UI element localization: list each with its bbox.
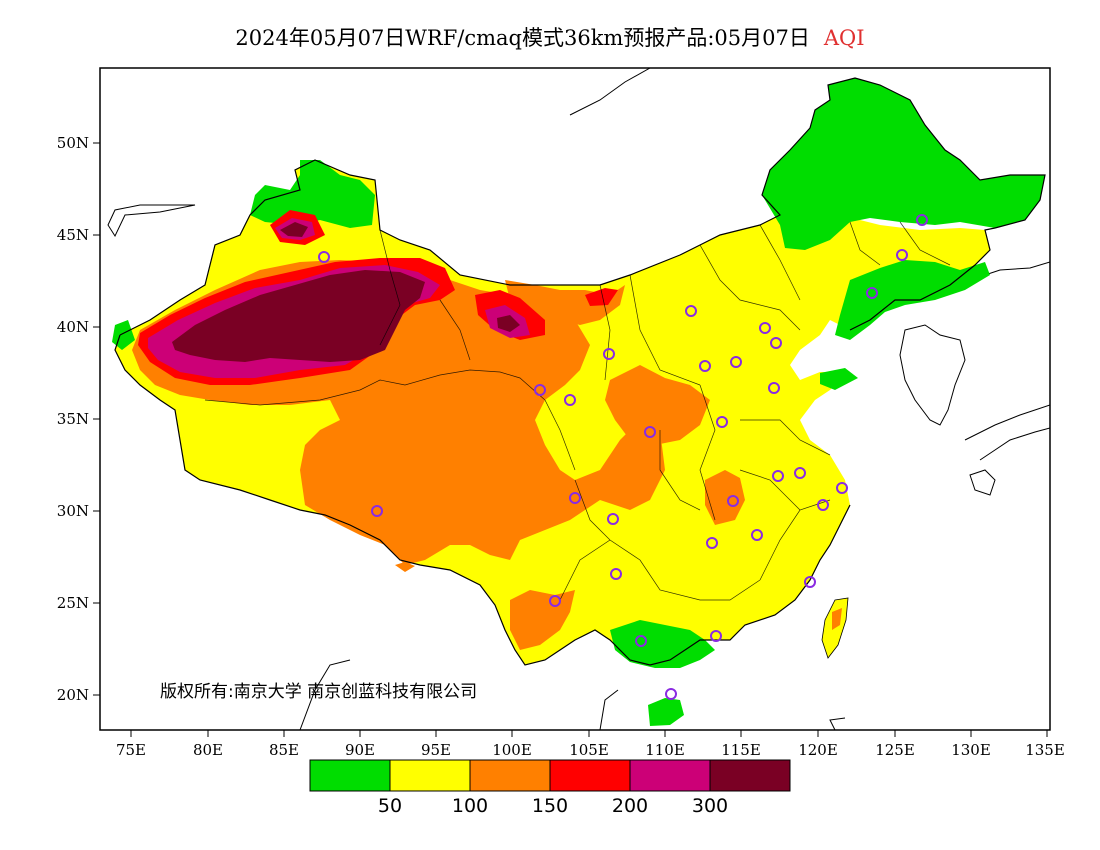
- y-tick-label: 45N: [57, 226, 89, 244]
- station-marker: [768, 382, 780, 394]
- usg-area-tibet-south: [395, 562, 415, 572]
- hazardous-area-junggar: [280, 222, 308, 237]
- colorbar-swatch-good: [309, 759, 391, 792]
- x-tick-label: 80E: [193, 741, 223, 759]
- colorbar-label: 150: [532, 795, 568, 817]
- russia-coast-outline: [107, 68, 651, 238]
- colorbar-swatch-very-unhealthy: [629, 759, 711, 792]
- station-marker: [607, 513, 619, 525]
- usg-area-hexi: [505, 280, 625, 325]
- y-tick-label: 40N: [57, 318, 89, 336]
- station-marker: [569, 492, 581, 504]
- y-tick-label: 50N: [57, 134, 89, 152]
- x-tick-label: 85E: [269, 741, 299, 759]
- station-marker: [772, 470, 784, 482]
- station-marker: [318, 251, 330, 263]
- station-marker: [866, 287, 878, 299]
- map-content: [107, 68, 1050, 730]
- good-area-south-coast: [610, 620, 715, 668]
- station-marker: [644, 426, 656, 438]
- axis-ticks: [93, 142, 1048, 737]
- usg-area-hubei: [705, 470, 745, 525]
- station-marker: [635, 635, 647, 647]
- colorbar-label: 300: [692, 795, 728, 817]
- x-tick-label: 125E: [875, 741, 915, 759]
- station-marker: [534, 384, 546, 396]
- station-marker: [804, 576, 816, 588]
- y-axis-labels: 50N 45N 40N 35N 30N 25N 20N: [57, 134, 89, 704]
- station-marker: [896, 249, 908, 261]
- colorbar-label: 50: [378, 795, 402, 817]
- station-marker: [665, 688, 677, 700]
- y-tick-label: 30N: [57, 502, 89, 520]
- station-marker: [770, 337, 782, 349]
- map-title: 2024年05月07日WRF/cmaq模式36km预报产品:05月07日 AQI: [0, 22, 1100, 52]
- colorbar-label: 100: [452, 795, 488, 817]
- station-marker: [730, 356, 742, 368]
- x-tick-label: 135E: [1025, 741, 1065, 759]
- colorbar-label: 200: [612, 795, 648, 817]
- station-marker: [727, 495, 739, 507]
- station-marker: [916, 214, 928, 226]
- x-axis-labels: 75E 80E 85E 90E 95E 100E 105E 110E 115E …: [116, 741, 1065, 759]
- station-marker: [716, 416, 728, 428]
- x-tick-label: 75E: [116, 741, 146, 759]
- station-marker: [759, 322, 771, 334]
- usg-area-taiwan: [832, 608, 842, 630]
- station-marker: [610, 568, 622, 580]
- y-tick-label: 25N: [57, 594, 89, 612]
- good-area-hainan: [648, 698, 684, 726]
- title-variable: AQI: [823, 26, 865, 50]
- x-tick-label: 100E: [492, 741, 532, 759]
- good-area-shandong: [820, 368, 858, 390]
- station-marker: [371, 505, 383, 517]
- station-marker: [794, 467, 806, 479]
- province-boundaries: [204, 221, 951, 601]
- x-tick-label: 115E: [721, 741, 761, 759]
- station-marker: [751, 529, 763, 541]
- unhealthy-area-yinshan: [585, 288, 618, 306]
- station-marker: [817, 499, 829, 511]
- y-tick-label: 35N: [57, 410, 89, 428]
- x-tick-label: 110E: [645, 741, 685, 759]
- station-marker: [603, 348, 615, 360]
- station-marker: [706, 537, 718, 549]
- x-tick-label: 120E: [798, 741, 838, 759]
- station-marker: [564, 394, 576, 406]
- southern-outline: [299, 659, 846, 730]
- y-tick-label: 20N: [57, 686, 89, 704]
- x-tick-label: 95E: [421, 741, 451, 759]
- city-markers: [318, 214, 928, 700]
- colorbar-swatch-usg: [469, 759, 551, 792]
- copyright-text: 版权所有:南京大学 南京创蓝科技有限公司: [160, 682, 477, 702]
- national-boundary-south: [114, 334, 851, 666]
- colorbar-legend: 50 100 150 200 300: [309, 759, 791, 817]
- national-boundary-north: [119, 77, 1046, 336]
- usg-area-central: [605, 365, 710, 445]
- station-marker: [549, 595, 561, 607]
- station-marker: [699, 360, 711, 372]
- hazardous-area-alxa: [497, 315, 520, 332]
- good-area-altai: [250, 160, 375, 228]
- x-tick-label: 130E: [951, 741, 991, 759]
- station-marker: [685, 305, 697, 317]
- japan-outline: [964, 404, 1050, 496]
- station-marker: [710, 630, 722, 642]
- title-text: 2024年05月07日WRF/cmaq模式36km预报产品:05月07日: [235, 26, 810, 50]
- hazardous-area-taklamakan: [172, 270, 425, 362]
- korea-outline: [899, 261, 1050, 426]
- good-area-northeast: [762, 78, 1045, 250]
- station-marker: [836, 482, 848, 494]
- x-tick-label: 90E: [345, 741, 375, 759]
- colorbar-swatch-hazardous: [709, 759, 791, 792]
- x-tick-label: 105E: [569, 741, 609, 759]
- colorbar-swatch-unhealthy: [549, 759, 631, 792]
- colorbar-swatch-moderate: [389, 759, 471, 792]
